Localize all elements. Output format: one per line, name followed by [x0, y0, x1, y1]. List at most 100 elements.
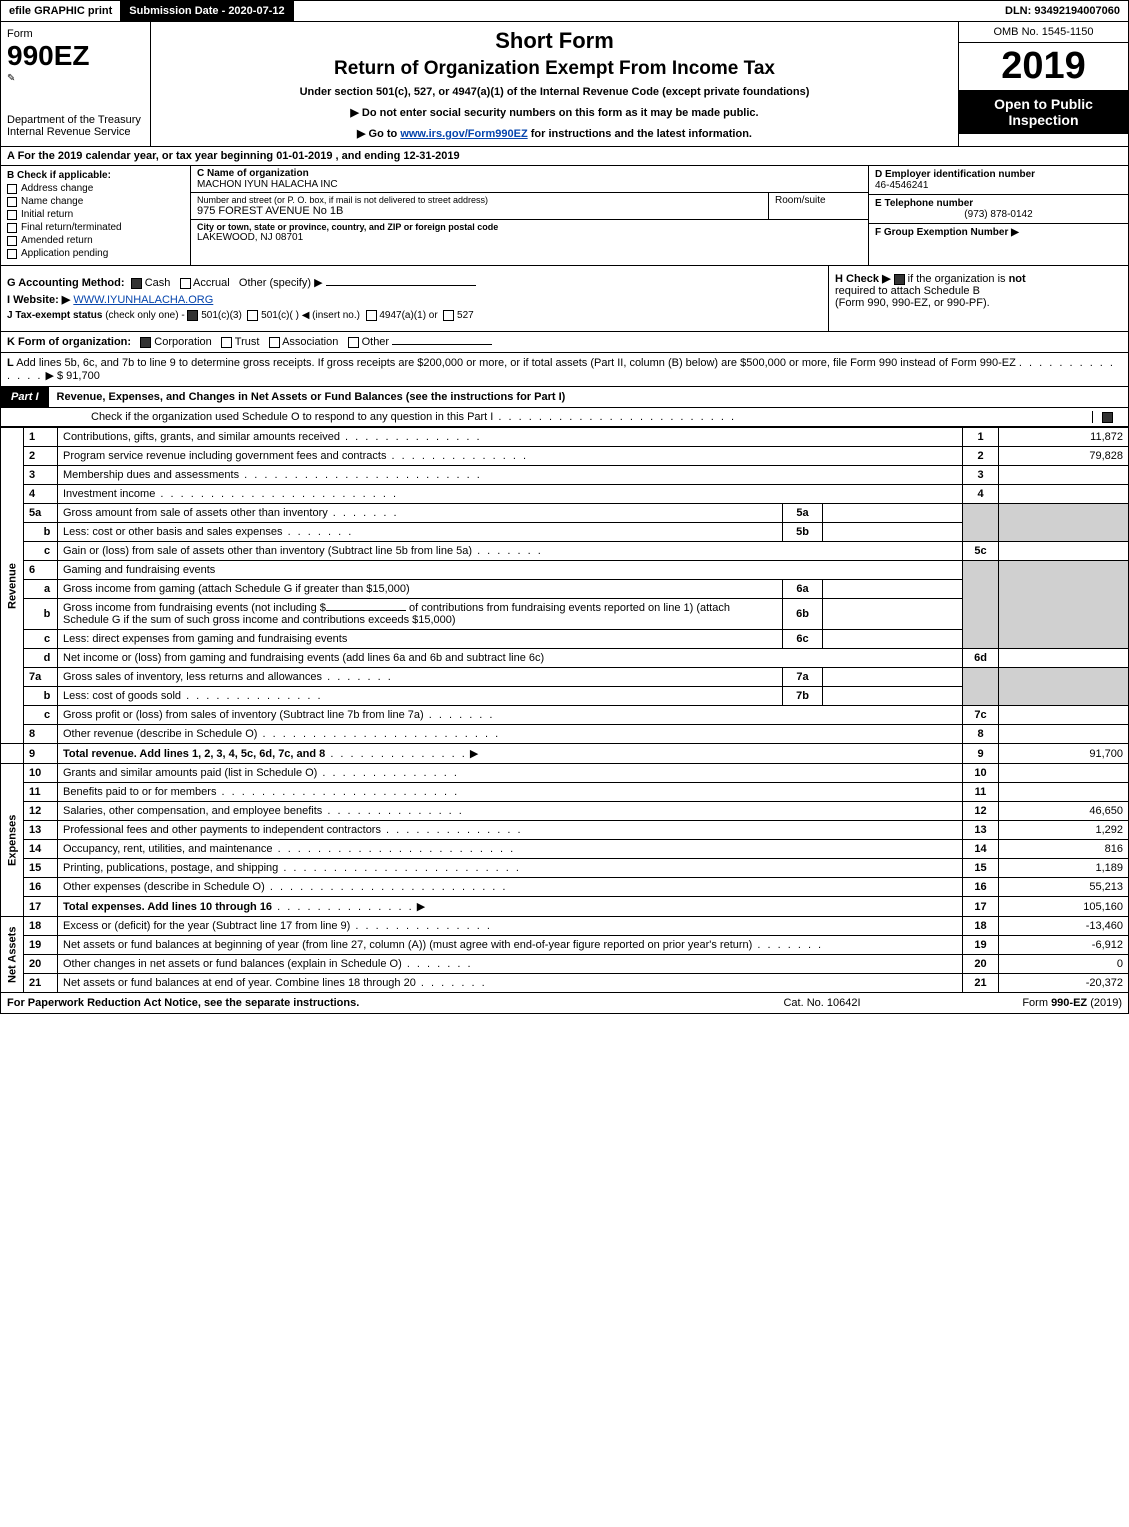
line-7a: 7a Gross sales of inventory, less return… — [1, 668, 1129, 687]
line-7c: c Gross profit or (loss) from sales of i… — [1, 706, 1129, 725]
page-footer: For Paperwork Reduction Act Notice, see … — [0, 993, 1129, 1014]
chk-schedule-o[interactable] — [1102, 412, 1113, 423]
val-11 — [999, 783, 1129, 802]
part1-sub: Check if the organization used Schedule … — [0, 408, 1129, 427]
e-phone-label: E Telephone number — [875, 198, 1122, 209]
chk-association[interactable] — [269, 337, 280, 348]
val-21: -20,372 — [999, 974, 1129, 993]
line-1: Revenue 1 Contributions, gifts, grants, … — [1, 428, 1129, 447]
line-16: 16 Other expenses (describe in Schedule … — [1, 878, 1129, 897]
efile-label: efile GRAPHIC print — [1, 1, 121, 21]
chk-application-pending[interactable] — [7, 249, 17, 259]
chk-4947[interactable] — [366, 310, 377, 321]
val-12: 46,650 — [999, 802, 1129, 821]
val-19: -6,912 — [999, 936, 1129, 955]
val-1: 11,872 — [999, 428, 1129, 447]
efile-icon: ✎ — [7, 73, 15, 84]
val-15: 1,189 — [999, 859, 1129, 878]
part1-table: Revenue 1 Contributions, gifts, grants, … — [0, 427, 1129, 993]
val-6d — [999, 649, 1129, 668]
chk-corporation[interactable] — [140, 337, 151, 348]
line-6d: d Net income or (loss) from gaming and f… — [1, 649, 1129, 668]
line-6b: b Gross income from fundraising events (… — [1, 599, 1129, 630]
org-name: MACHON IYUN HALACHA INC — [197, 179, 862, 190]
val-14: 816 — [999, 840, 1129, 859]
title-short-form: Short Form — [159, 28, 950, 54]
chk-501c3[interactable] — [187, 310, 198, 321]
line-12: 12 Salaries, other compensation, and emp… — [1, 802, 1129, 821]
val-4 — [999, 485, 1129, 504]
line-6c: c Less: direct expenses from gaming and … — [1, 630, 1129, 649]
val-5c — [999, 542, 1129, 561]
footer-paperwork: For Paperwork Reduction Act Notice, see … — [7, 997, 722, 1009]
line-3: 3 Membership dues and assessments 3 — [1, 466, 1129, 485]
chk-address-change[interactable] — [7, 184, 17, 194]
val-13: 1,292 — [999, 821, 1129, 840]
i-website: I Website: ▶ WWW.IYUNHALACHA.ORG — [7, 293, 822, 306]
chk-name-change[interactable] — [7, 197, 17, 207]
submission-date: Submission Date - 2020-07-12 — [121, 1, 293, 21]
d-ein-value: 46-4546241 — [875, 180, 1122, 191]
chk-final-return[interactable] — [7, 223, 17, 233]
val-18: -13,460 — [999, 917, 1129, 936]
sidelabel-netassets: Net Assets — [1, 917, 24, 993]
title-return: Return of Organization Exempt From Incom… — [159, 58, 950, 80]
website-link[interactable]: WWW.IYUNHALACHA.ORG — [73, 294, 213, 306]
irs-link[interactable]: www.irs.gov/Form990EZ — [400, 128, 527, 140]
line-19: 19 Net assets or fund balances at beginn… — [1, 936, 1129, 955]
chk-cash[interactable] — [131, 278, 142, 289]
e-phone-value: (973) 878-0142 — [875, 209, 1122, 220]
line-5b: b Less: cost or other basis and sales ex… — [1, 523, 1129, 542]
gross-receipts-value: $ 91,700 — [57, 370, 100, 382]
c-name-label: C Name of organization — [197, 168, 862, 179]
line-10: Expenses 10 Grants and similar amounts p… — [1, 764, 1129, 783]
part1-header: Part I Revenue, Expenses, and Changes in… — [0, 387, 1129, 408]
part1-title: Revenue, Expenses, and Changes in Net As… — [49, 387, 1128, 407]
chk-501c[interactable] — [247, 310, 258, 321]
chk-initial-return[interactable] — [7, 210, 17, 220]
col-b: B Check if applicable: Address change Na… — [1, 166, 191, 265]
chk-h-not-required[interactable] — [894, 274, 905, 285]
line-9: 9 Total revenue. Add lines 1, 2, 3, 4, 5… — [1, 744, 1129, 764]
subtitle-ssn: ▶ Do not enter social security numbers o… — [159, 106, 950, 119]
footer-formno: Form 990-EZ (2019) — [922, 997, 1122, 1009]
row-a-tax-year: A For the 2019 calendar year, or tax yea… — [0, 147, 1129, 166]
form-header: Form 990EZ ✎ Department of the Treasury … — [0, 22, 1129, 147]
chk-527[interactable] — [443, 310, 454, 321]
line-6: 6 Gaming and fundraising events — [1, 561, 1129, 580]
val-10 — [999, 764, 1129, 783]
subtitle-goto: ▶ Go to www.irs.gov/Form990EZ for instru… — [159, 127, 950, 140]
omb-number: OMB No. 1545-1150 — [959, 22, 1128, 43]
part1-tag: Part I — [1, 387, 49, 407]
line-4: 4 Investment income 4 — [1, 485, 1129, 504]
j-tax-exempt: J Tax-exempt status (check only one) - 5… — [7, 310, 822, 321]
sidelabel-revenue: Revenue — [1, 428, 24, 744]
c-city-label: City or town, state or province, country… — [197, 222, 862, 232]
org-city: LAKEWOOD, NJ 08701 — [197, 232, 862, 243]
subtitle-section: Under section 501(c), 527, or 4947(a)(1)… — [159, 86, 950, 98]
form-number: 990EZ — [7, 40, 144, 72]
col-h: H Check ▶ if the organization is not req… — [828, 266, 1128, 331]
chk-amended-return[interactable] — [7, 236, 17, 246]
val-16: 55,213 — [999, 878, 1129, 897]
chk-accrual[interactable] — [180, 278, 191, 289]
chk-other-org[interactable] — [348, 337, 359, 348]
line-20: 20 Other changes in net assets or fund b… — [1, 955, 1129, 974]
org-address: 975 FOREST AVENUE No 1B — [197, 205, 762, 217]
chk-trust[interactable] — [221, 337, 232, 348]
f-group-label: F Group Exemption Number ▶ — [875, 227, 1122, 238]
irs-label: Internal Revenue Service — [7, 126, 144, 138]
top-bar: efile GRAPHIC print Submission Date - 20… — [0, 0, 1129, 22]
g-accounting: G Accounting Method: Cash Accrual Other … — [7, 276, 822, 289]
line-21: 21 Net assets or fund balances at end of… — [1, 974, 1129, 993]
val-17: 105,160 — [999, 897, 1129, 917]
val-3 — [999, 466, 1129, 485]
col-c: C Name of organization MACHON IYUN HALAC… — [191, 166, 868, 265]
val-7c — [999, 706, 1129, 725]
line-17: 17 Total expenses. Add lines 10 through … — [1, 897, 1129, 917]
dept-treasury: Department of the Treasury — [7, 114, 144, 126]
line-7b: b Less: cost of goods sold 7b — [1, 687, 1129, 706]
footer-catno: Cat. No. 10642I — [722, 997, 922, 1009]
line-2: 2 Program service revenue including gove… — [1, 447, 1129, 466]
line-18: Net Assets 18 Excess or (deficit) for th… — [1, 917, 1129, 936]
